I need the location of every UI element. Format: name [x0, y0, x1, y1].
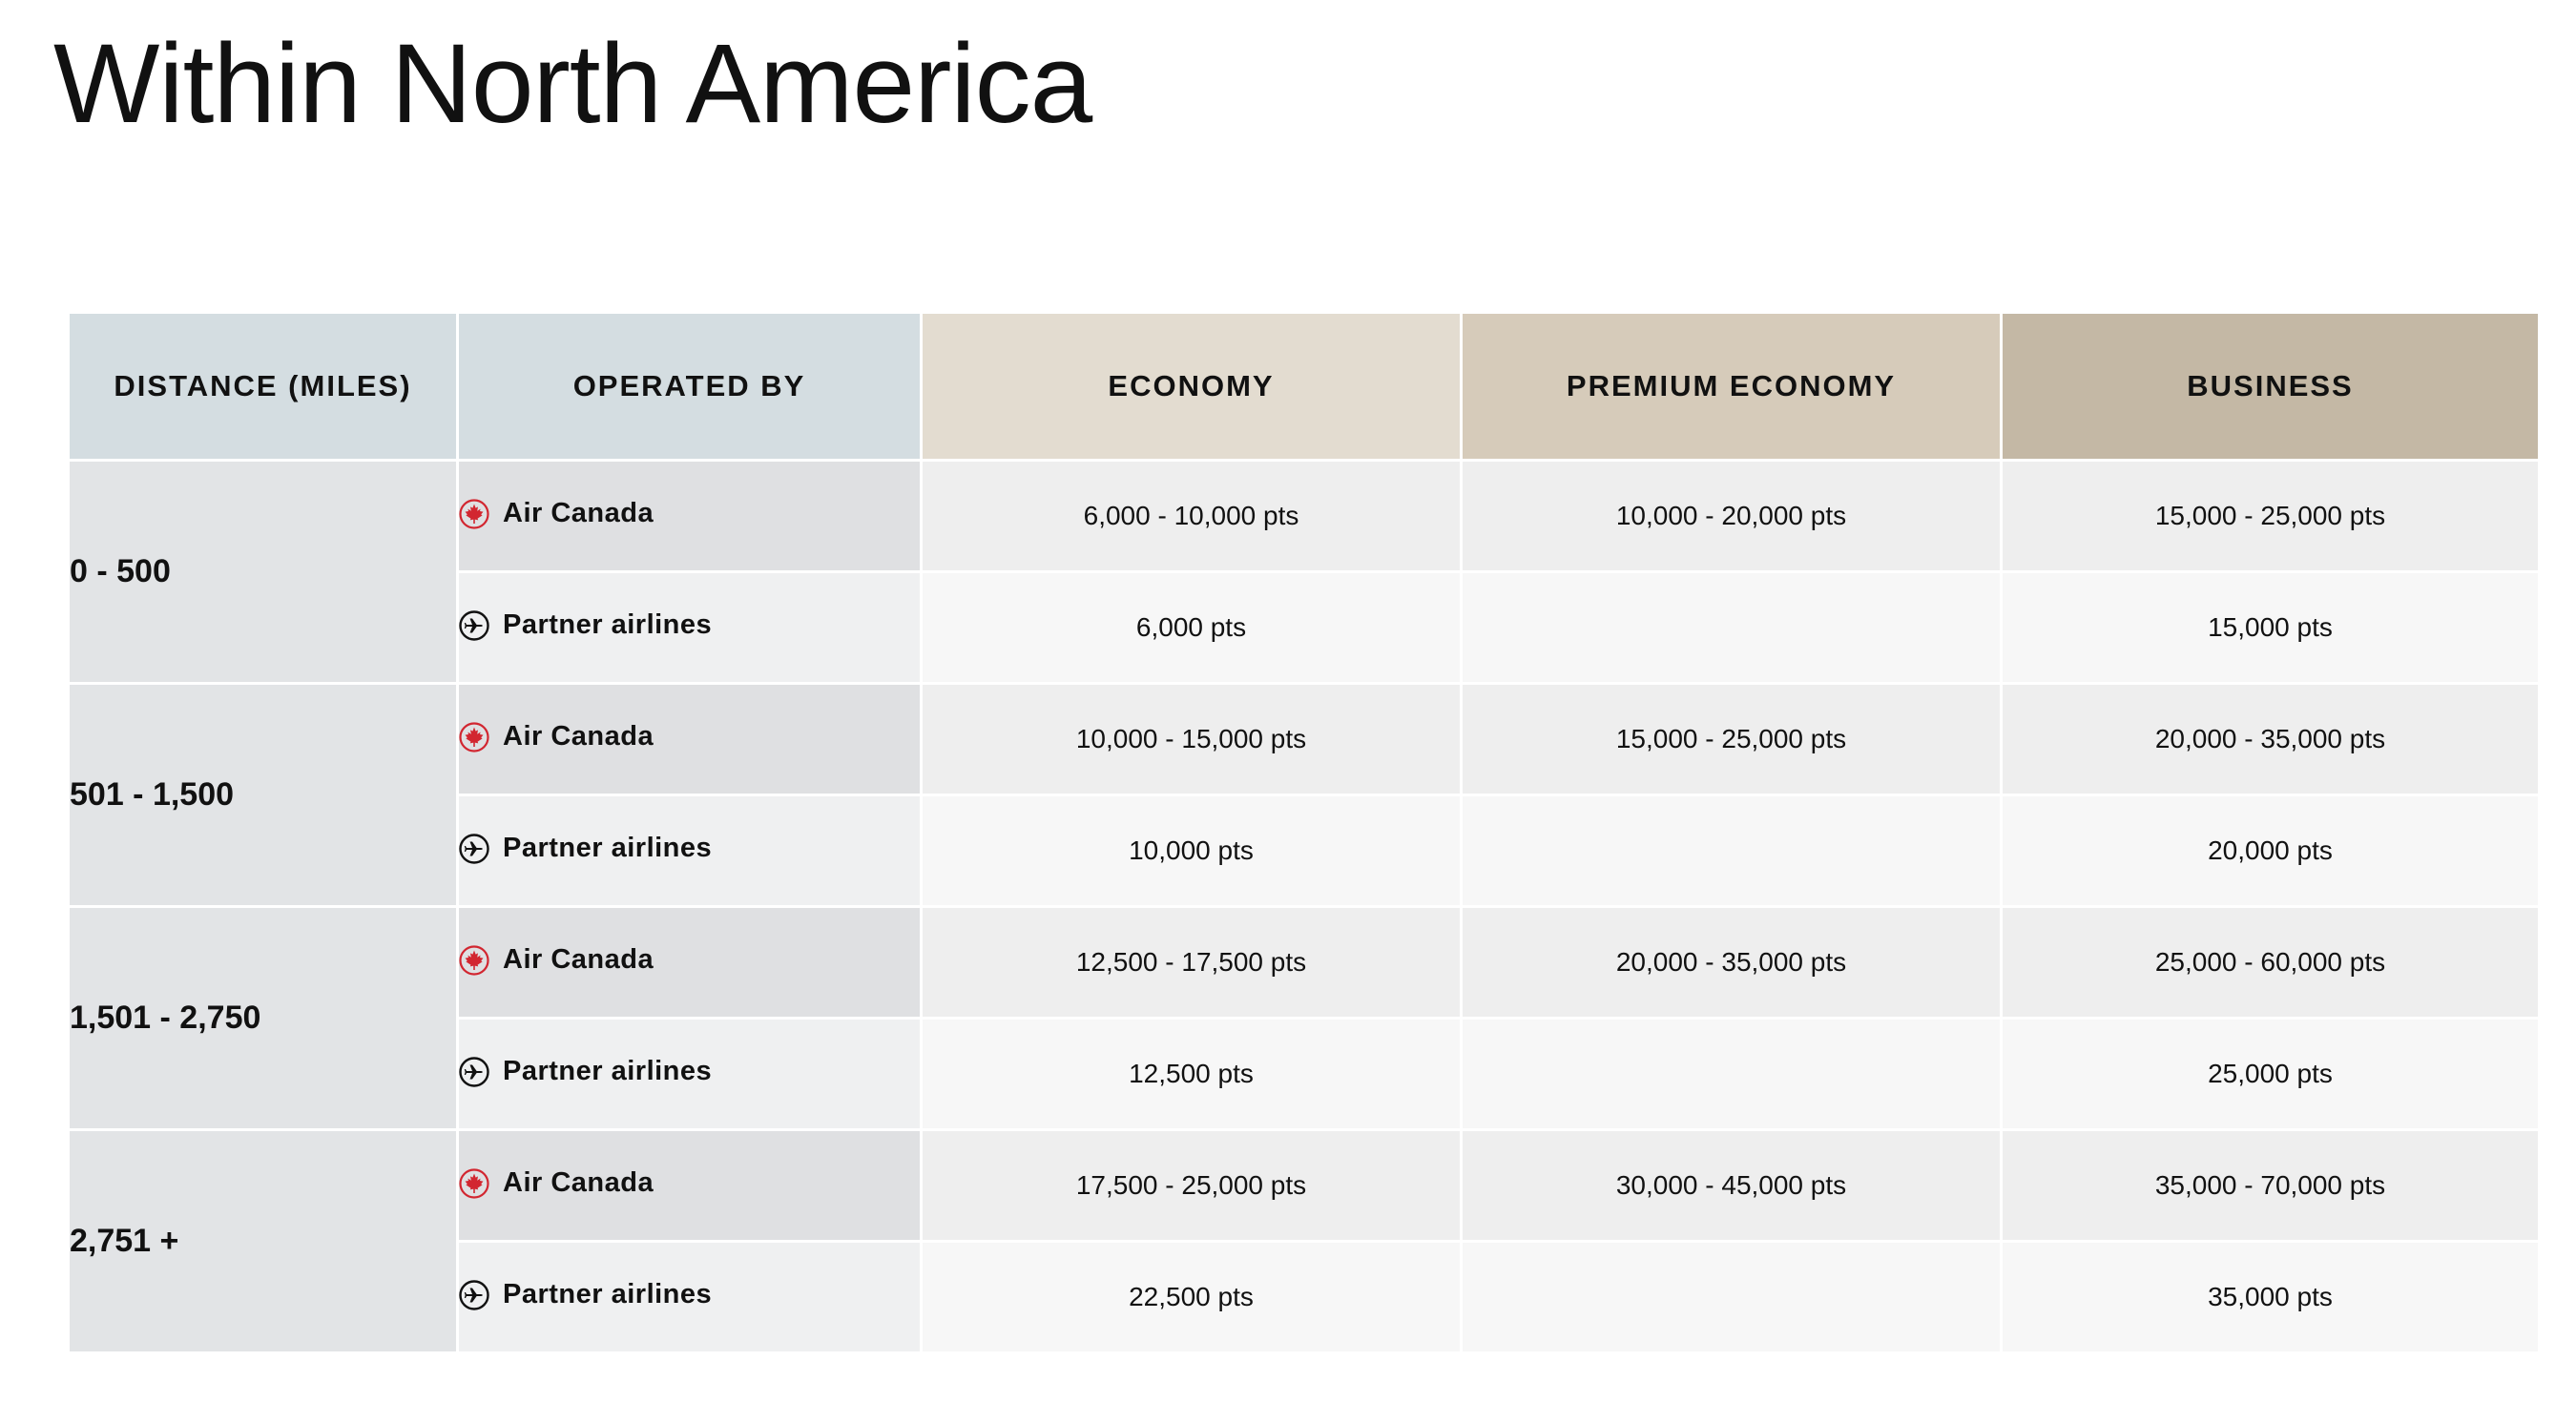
- header-operated-by: OPERATED BY: [456, 311, 923, 462]
- business-points-cell: 25,000 - 60,000 pts: [2000, 905, 2541, 1020]
- operator-cell: Air Canada: [456, 682, 923, 796]
- economy-points-cell: 22,500 pts: [920, 1240, 1463, 1354]
- table-row: 2,751 + Air Canada 17,500 - 25,000 pts 30,0…: [67, 1128, 2541, 1354]
- business-points-cell: 35,000 - 70,000 pts: [2000, 1128, 2541, 1243]
- table-row: Partner airlines 6,000 pts 15,000 pts: [69, 570, 2541, 685]
- premium-economy-points-cell: [1460, 570, 2003, 685]
- operator-partner-airlines: Partner airlines: [459, 1056, 712, 1087]
- table-row: Partner airlines 12,500 pts 25,000 pts: [69, 1017, 2541, 1131]
- economy-points-cell: 17,500 - 25,000 pts: [920, 1128, 1463, 1243]
- operator-cell: Air Canada: [456, 905, 923, 1020]
- operator-cell: Air Canada: [456, 1128, 923, 1243]
- table-row: Partner airlines 10,000 pts 20,000 pts: [69, 794, 2541, 908]
- operator-label: Partner airlines: [503, 609, 713, 641]
- maple-leaf-icon: [459, 499, 489, 529]
- economy-points-cell: 6,000 - 10,000 pts: [920, 459, 1463, 573]
- operator-cell: Partner airlines: [456, 1240, 923, 1354]
- maple-leaf-icon: [459, 722, 489, 753]
- premium-economy-points-cell: [1460, 1240, 2003, 1354]
- table-row: Partner airlines 22,500 pts 35,000 pts: [69, 1240, 2541, 1354]
- operator-label: Partner airlines: [503, 1056, 713, 1087]
- economy-points-cell: 6,000 pts: [920, 570, 1463, 685]
- premium-economy-points-cell: [1460, 794, 2003, 908]
- airplane-circle-icon: [459, 834, 489, 864]
- header-economy: ECONOMY: [920, 311, 1463, 462]
- operator-label: Air Canada: [503, 1167, 654, 1199]
- distance-cell: 1,501 - 2,750: [67, 905, 459, 1131]
- page-title: Within North America: [53, 21, 1092, 147]
- table-row: 501 - 1,500 Air Canada 10,000 - 15,000 pts…: [67, 682, 2541, 908]
- operator-label: Partner airlines: [503, 833, 713, 864]
- business-points-cell: 20,000 - 35,000 pts: [2000, 682, 2541, 796]
- maple-leaf-icon: [459, 945, 489, 976]
- airplane-circle-icon: [459, 610, 489, 641]
- operator-label: Partner airlines: [503, 1279, 713, 1310]
- header-business: BUSINESS: [2000, 311, 2541, 462]
- economy-points-cell: 12,500 pts: [920, 1017, 1463, 1131]
- premium-economy-points-cell: 20,000 - 35,000 pts: [1460, 905, 2003, 1020]
- operator-partner-airlines: Partner airlines: [459, 1279, 712, 1310]
- distance-cell: 0 - 500: [67, 459, 459, 685]
- premium-economy-points-cell: [1460, 1017, 2003, 1131]
- table-header-row: DISTANCE (MILES) OPERATED BY ECONOMY PRE…: [67, 311, 2541, 462]
- airplane-circle-icon: [459, 1280, 489, 1310]
- header-distance: DISTANCE (MILES): [67, 311, 459, 462]
- table-body: 0 - 500 Air Canada 6,000 - 10,000 pts 10,00…: [67, 459, 2541, 1354]
- operator-air-canada: Air Canada: [459, 498, 654, 529]
- maple-leaf-icon: [459, 1168, 489, 1199]
- header-premium-economy: PREMIUM ECONOMY: [1460, 311, 2003, 462]
- operator-cell: Partner airlines: [456, 570, 923, 685]
- operator-partner-airlines: Partner airlines: [459, 833, 712, 864]
- business-points-cell: 35,000 pts: [2000, 1240, 2541, 1354]
- operator-label: Air Canada: [503, 498, 654, 529]
- operator-label: Air Canada: [503, 721, 654, 753]
- operator-cell: Partner airlines: [456, 1017, 923, 1131]
- operator-partner-airlines: Partner airlines: [459, 609, 712, 641]
- operator-air-canada: Air Canada: [459, 721, 654, 753]
- operator-air-canada: Air Canada: [459, 944, 654, 976]
- table-row: 0 - 500 Air Canada 6,000 - 10,000 pts 10,00…: [67, 459, 2541, 685]
- premium-economy-points-cell: 15,000 - 25,000 pts: [1460, 682, 2003, 796]
- business-points-cell: 20,000 pts: [2000, 794, 2541, 908]
- economy-points-cell: 10,000 - 15,000 pts: [920, 682, 1463, 796]
- operator-label: Air Canada: [503, 944, 654, 976]
- economy-points-cell: 12,500 - 17,500 pts: [920, 905, 1463, 1020]
- table-row: 1,501 - 2,750 Air Canada 12,500 - 17,500 p…: [67, 905, 2541, 1131]
- business-points-cell: 25,000 pts: [2000, 1017, 2541, 1131]
- premium-economy-points-cell: 30,000 - 45,000 pts: [1460, 1128, 2003, 1243]
- operator-air-canada: Air Canada: [459, 1167, 654, 1199]
- business-points-cell: 15,000 pts: [2000, 570, 2541, 685]
- premium-economy-points-cell: 10,000 - 20,000 pts: [1460, 459, 2003, 573]
- airplane-circle-icon: [459, 1057, 489, 1087]
- operator-cell: Air Canada: [456, 459, 923, 573]
- distance-cell: 2,751 +: [67, 1128, 459, 1354]
- distance-cell: 501 - 1,500: [67, 682, 459, 908]
- economy-points-cell: 10,000 pts: [920, 794, 1463, 908]
- business-points-cell: 15,000 - 25,000 pts: [2000, 459, 2541, 573]
- award-chart-table: DISTANCE (MILES) OPERATED BY ECONOMY PRE…: [67, 311, 2541, 1354]
- operator-cell: Partner airlines: [456, 794, 923, 908]
